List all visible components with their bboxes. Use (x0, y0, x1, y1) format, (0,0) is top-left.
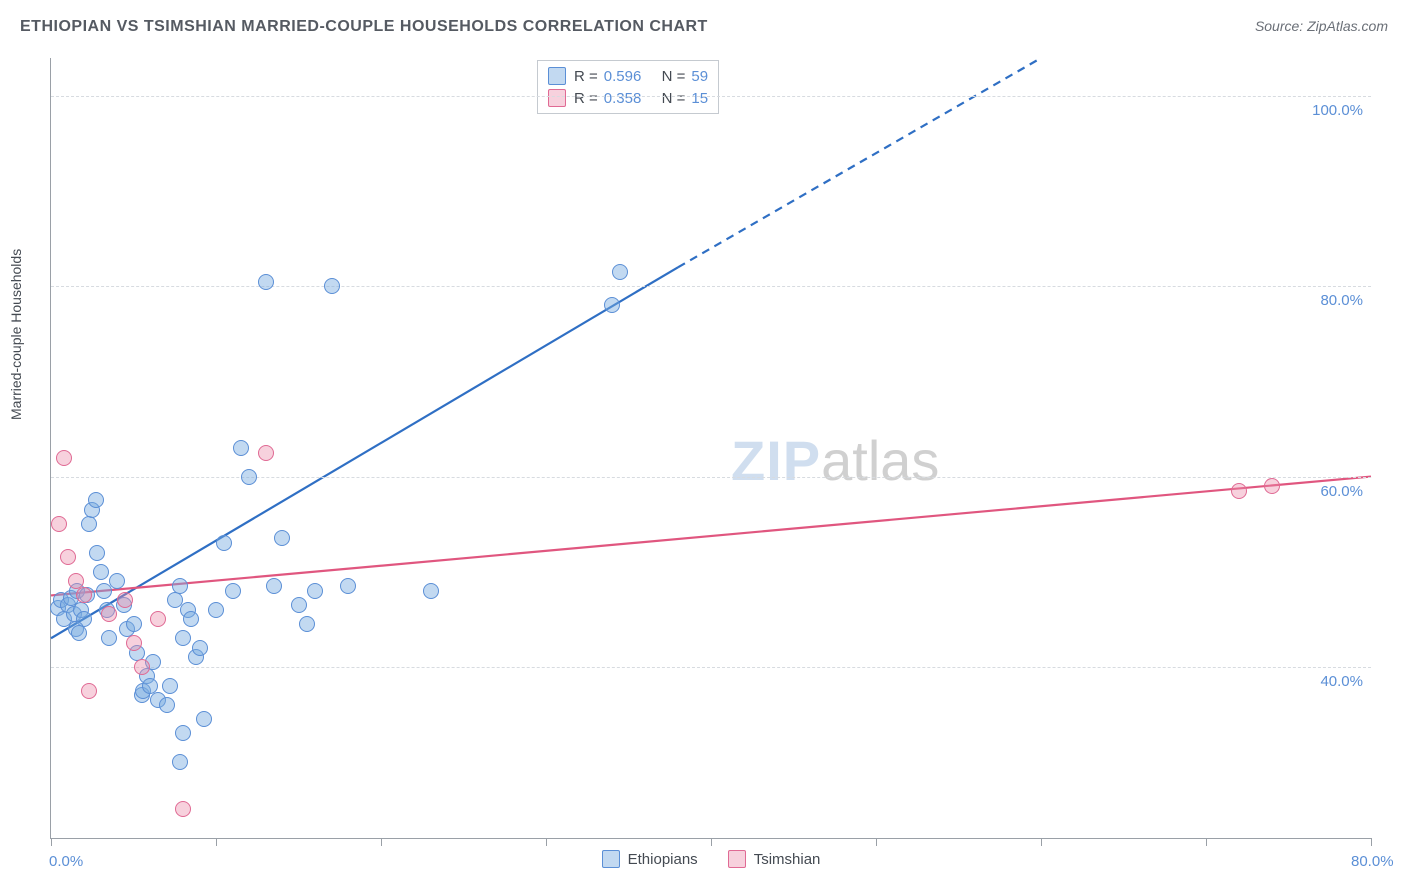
data-point (196, 711, 212, 727)
swatch-ethiopians-icon (602, 850, 620, 868)
data-point (89, 545, 105, 561)
data-point (88, 492, 104, 508)
watermark: ZIPatlas (731, 428, 939, 493)
data-point (423, 583, 439, 599)
gridline (51, 667, 1371, 668)
data-point (126, 616, 142, 632)
y-tick-label: 60.0% (1320, 483, 1363, 500)
data-point (175, 630, 191, 646)
data-point (81, 683, 97, 699)
data-point (183, 611, 199, 627)
r-label: R = (574, 90, 598, 107)
correlation-legend: R = 0.596 N = 59 R = 0.358 N = 15 (537, 60, 719, 114)
data-point (162, 678, 178, 694)
x-tick (711, 838, 712, 846)
data-point (172, 754, 188, 770)
x-tick (381, 838, 382, 846)
data-point (274, 530, 290, 546)
x-tick-label: 0.0% (49, 853, 83, 870)
data-point (604, 297, 620, 313)
legend-item-ethiopians: Ethiopians (602, 850, 698, 868)
data-point (81, 516, 97, 532)
data-point (216, 535, 232, 551)
data-point (1231, 483, 1247, 499)
data-point (60, 549, 76, 565)
legend-label-tsimshian: Tsimshian (754, 851, 821, 868)
r-label: R = (574, 68, 598, 85)
data-point (172, 578, 188, 594)
legend-item-tsimshian: Tsimshian (728, 850, 821, 868)
data-point (1264, 478, 1280, 494)
x-tick (51, 838, 52, 846)
x-tick (1206, 838, 1207, 846)
watermark-atlas: atlas (821, 429, 939, 492)
data-point (109, 573, 125, 589)
data-point (150, 611, 166, 627)
swatch-tsimshian-icon (728, 850, 746, 868)
y-tick-label: 40.0% (1320, 673, 1363, 690)
swatch-ethiopians-icon (548, 67, 566, 85)
data-point (233, 440, 249, 456)
watermark-zip: ZIP (731, 429, 821, 492)
data-point (56, 450, 72, 466)
data-point (258, 274, 274, 290)
n-label: N = (662, 90, 686, 107)
data-point (241, 469, 257, 485)
data-point (258, 445, 274, 461)
data-point (159, 697, 175, 713)
data-point (307, 583, 323, 599)
data-point (192, 640, 208, 656)
data-point (126, 635, 142, 651)
y-axis-label: Married-couple Households (8, 249, 24, 420)
legend-row-ethiopians: R = 0.596 N = 59 (548, 65, 708, 87)
swatch-tsimshian-icon (548, 89, 566, 107)
legend-row-tsimshian: R = 0.358 N = 15 (548, 87, 708, 109)
data-point (612, 264, 628, 280)
data-point (175, 725, 191, 741)
x-tick-label: 80.0% (1351, 853, 1394, 870)
x-tick (1371, 838, 1372, 846)
regression-lines (51, 58, 1371, 838)
chart-plot-area: ZIPatlas R = 0.596 N = 59 R = 0.358 N = … (50, 58, 1371, 839)
data-point (93, 564, 109, 580)
source-label: Source: ZipAtlas.com (1255, 18, 1388, 34)
legend-label-ethiopians: Ethiopians (628, 851, 698, 868)
data-point (101, 630, 117, 646)
source-name: ZipAtlas.com (1307, 18, 1388, 34)
data-point (175, 801, 191, 817)
data-point (208, 602, 224, 618)
gridline (51, 96, 1371, 97)
data-point (299, 616, 315, 632)
data-point (117, 592, 133, 608)
x-tick (216, 838, 217, 846)
r-value-tsimshian: 0.358 (604, 90, 642, 107)
n-label: N = (662, 68, 686, 85)
data-point (291, 597, 307, 613)
x-tick (1041, 838, 1042, 846)
n-value-ethiopians: 59 (691, 68, 708, 85)
x-tick (546, 838, 547, 846)
data-point (71, 625, 87, 641)
data-point (225, 583, 241, 599)
data-point (324, 278, 340, 294)
y-tick-label: 80.0% (1320, 292, 1363, 309)
data-point (134, 659, 150, 675)
x-tick (876, 838, 877, 846)
source-prefix: Source: (1255, 18, 1307, 34)
r-value-ethiopians: 0.596 (604, 68, 642, 85)
data-point (266, 578, 282, 594)
data-point (101, 606, 117, 622)
n-value-tsimshian: 15 (691, 90, 708, 107)
chart-title: ETHIOPIAN VS TSIMSHIAN MARRIED-COUPLE HO… (20, 18, 708, 35)
data-point (51, 516, 67, 532)
data-point (76, 587, 92, 603)
data-point (340, 578, 356, 594)
gridline (51, 286, 1371, 287)
y-tick-label: 100.0% (1312, 102, 1363, 119)
series-legend: Ethiopians Tsimshian (51, 850, 1371, 868)
